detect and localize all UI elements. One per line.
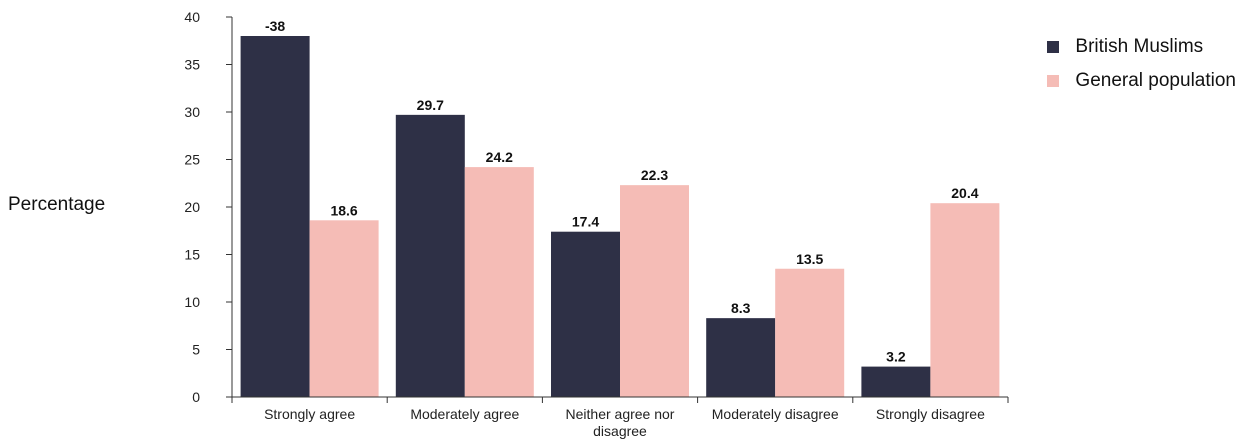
y-tick-label: 40: [184, 9, 200, 25]
data-label-british-muslims: 3.2: [886, 349, 906, 365]
legend-label-british-muslims: British Muslims: [1075, 36, 1204, 57]
bar-general-population: [309, 220, 379, 397]
y-tick-label: 5: [192, 342, 200, 358]
y-tick-label: 0: [192, 389, 200, 405]
y-tick-label: 30: [184, 104, 200, 120]
data-label-general-population: 13.5: [796, 251, 823, 267]
data-label-british-muslims: -38: [265, 18, 285, 34]
y-axis-label: Percentage: [8, 194, 105, 215]
legend-label-general-population: General population: [1075, 70, 1236, 91]
bar-british-muslims: [706, 318, 776, 397]
data-label-general-population: 24.2: [486, 149, 513, 165]
x-tick-label: Moderately disagree: [712, 406, 839, 422]
bar-general-population: [775, 268, 845, 397]
x-tick-label: Neither agree nor disagree: [566, 406, 675, 439]
bar-general-population: [930, 203, 1000, 397]
legend-item-british-muslims: British Muslims: [1047, 30, 1236, 64]
data-label-general-population: 18.6: [330, 202, 357, 218]
bar-british-muslims: [861, 366, 931, 397]
y-tick-label: 35: [184, 57, 200, 73]
bar-general-population: [464, 167, 534, 397]
y-tick-label: 20: [184, 199, 200, 215]
bar-british-muslims: [551, 231, 620, 397]
legend-swatch-british-muslims: [1047, 41, 1060, 53]
data-label-general-population: 20.4: [951, 185, 978, 201]
data-label-general-population: 22.3: [641, 167, 668, 183]
data-label-british-muslims: 29.7: [417, 97, 444, 113]
legend: British Muslims General population: [1047, 30, 1236, 98]
legend-item-general-population: General population: [1047, 64, 1236, 98]
y-axis: 0 5 10 15 20 25 30 35 40: [184, 9, 233, 405]
y-tick-label: 15: [184, 247, 200, 263]
bar-british-muslims: [240, 36, 310, 397]
bar-general-population: [620, 185, 689, 397]
x-tick-label: Strongly disagree: [876, 406, 985, 422]
x-tick-label: Moderately agree: [410, 406, 519, 422]
bars: [240, 36, 1000, 397]
legend-swatch-general-population: [1047, 75, 1060, 87]
data-label-british-muslims: 17.4: [572, 214, 599, 230]
y-tick-label: 10: [184, 294, 200, 310]
x-axis: Strongly agree Moderately agree Neither ag…: [231, 396, 1009, 439]
bar-british-muslims: [395, 114, 465, 397]
y-tick-label: 25: [184, 152, 200, 168]
data-label-british-muslims: 8.3: [731, 300, 751, 316]
data-labels: -38 29.7 17.4 8.3 3.2 18.6 24.2 22.3 13.5 20.4: [265, 18, 979, 365]
x-tick-label: Strongly agree: [264, 406, 355, 422]
